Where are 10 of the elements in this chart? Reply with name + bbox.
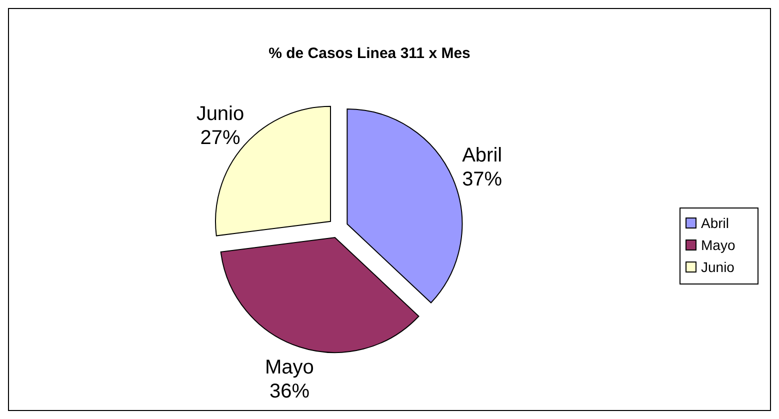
- legend-label: Abril: [701, 215, 730, 231]
- legend-label: Junio: [701, 259, 735, 275]
- data-label: 37%: [462, 168, 502, 191]
- data-label: 36%: [269, 380, 310, 402]
- slice-label: Junio: [196, 103, 244, 126]
- slice-label: Abril: [462, 144, 502, 167]
- chart-title: % de Casos Linea 311 x Mes: [268, 45, 470, 62]
- legend-label: Mayo: [701, 237, 736, 253]
- slice-label: Mayo: [265, 356, 314, 378]
- data-label: 27%: [200, 127, 240, 150]
